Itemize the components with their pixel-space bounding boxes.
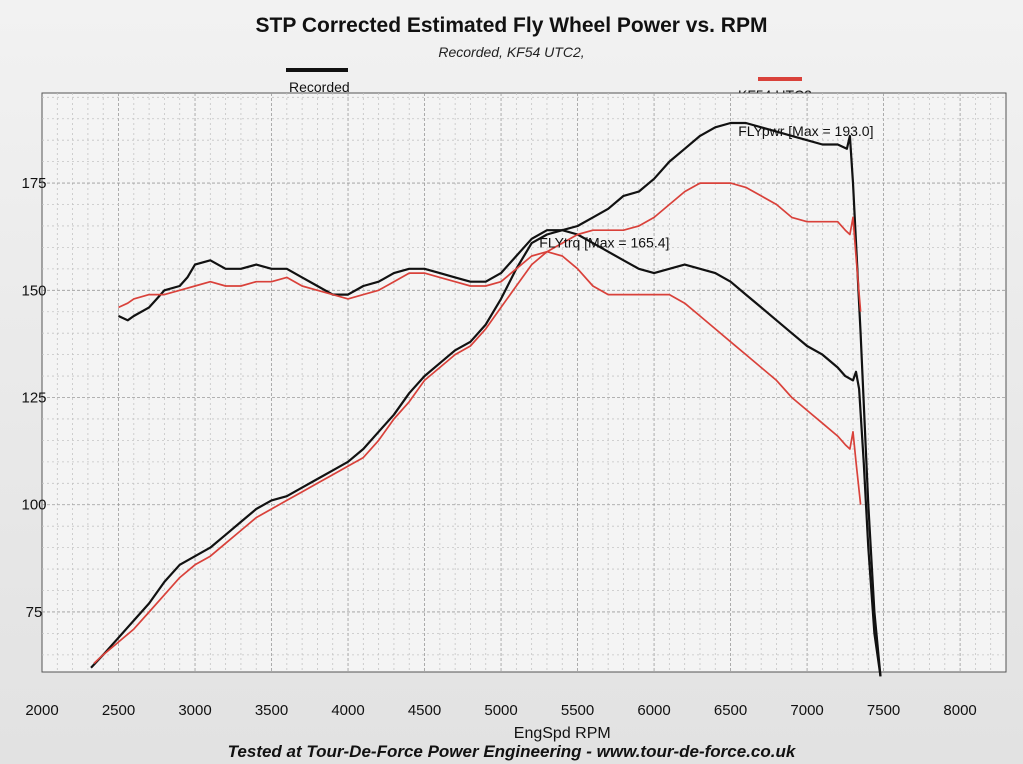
legend-swatch-kf54 [758, 77, 802, 81]
x-tick-label: 3500 [255, 702, 288, 719]
y-tick-label: 100 [21, 497, 46, 514]
series-line-2 [93, 182, 862, 665]
x-tick-label: 3000 [178, 702, 211, 719]
chart-title: STP Corrected Estimated Fly Wheel Power … [255, 14, 768, 37]
annotation-0: FLYpwr [Max = 193.0] [738, 123, 873, 139]
x-tick-label: 2500 [102, 702, 135, 719]
y-tick-label: 175 [21, 175, 46, 192]
x-tick-label: 5000 [484, 702, 517, 719]
footer-credit: Tested at Tour-De-Force Power Engineerin… [227, 742, 796, 761]
chart-subtitle: Recorded, KF54 UTC2, [438, 44, 585, 60]
x-tick-label: 5500 [561, 702, 594, 719]
annotation-1: FLYtrq [Max = 165.4] [539, 234, 669, 250]
x-tick-label: 7000 [790, 702, 823, 719]
x-tick-label: 7500 [867, 702, 900, 719]
series-line-3 [118, 250, 862, 505]
x-tick-label: 4000 [331, 702, 364, 719]
x-tick-label: 2000 [25, 702, 58, 719]
y-tick-label: 150 [21, 282, 46, 299]
x-tick-label: 4500 [408, 702, 441, 719]
plot-area [41, 92, 1007, 673]
series-line-1 [118, 229, 882, 677]
x-tick-label: 8000 [943, 702, 976, 719]
y-tick-label: 125 [21, 390, 46, 407]
x-axis-title: EngSpd RPM [514, 725, 611, 742]
x-tick-label: 6500 [714, 702, 747, 719]
y-tick-label: 75 [26, 604, 43, 621]
x-tick-label: 6000 [637, 702, 670, 719]
legend-label-recorded: Recorded [289, 79, 350, 95]
legend-swatch-recorded [286, 68, 348, 72]
